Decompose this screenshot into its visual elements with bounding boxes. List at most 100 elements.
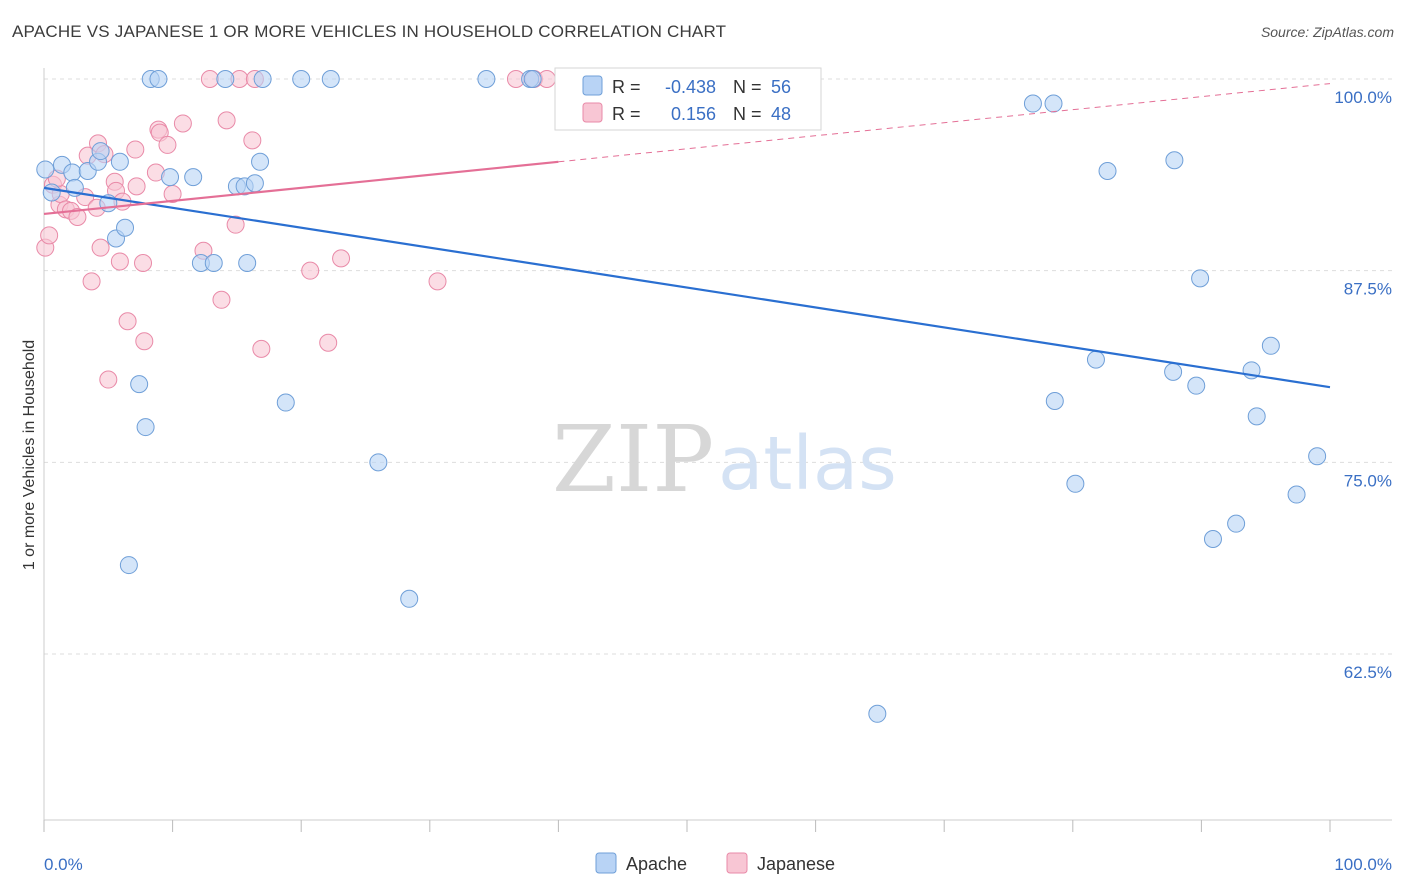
apache-point <box>868 704 887 723</box>
apache-point <box>400 589 419 608</box>
y-tick-label: 75.0% <box>1344 471 1392 490</box>
apache-point <box>292 70 311 88</box>
apache-point <box>369 453 388 472</box>
apache-point <box>36 160 55 179</box>
japanese-point <box>135 332 154 351</box>
japanese-point <box>82 272 101 291</box>
watermark-atlas: atlas <box>718 421 897 507</box>
bottom-legend-apache-swatch[interactable] <box>595 852 617 874</box>
apache-point <box>253 70 272 88</box>
apache-point <box>1203 530 1222 548</box>
japanese-point <box>99 370 118 389</box>
apache-point <box>42 183 61 202</box>
chart-title: APACHE VS JAPANESE 1 OR MORE VEHICLES IN… <box>12 22 727 41</box>
trendline-apache <box>43 186 1331 389</box>
apache-point <box>110 152 129 171</box>
apache-point <box>251 152 270 171</box>
legend-japanese-r-value: 0.156 <box>671 104 716 124</box>
japanese-point <box>91 238 110 257</box>
japanese-point <box>127 177 146 196</box>
apache-point <box>1287 485 1306 504</box>
trendlines <box>43 83 1331 389</box>
japanese-point <box>217 111 236 130</box>
y-axis-label: 1 or more Vehicles in Household <box>21 340 38 570</box>
japanese-point <box>126 140 145 159</box>
apache-point <box>136 418 155 437</box>
japanese-point <box>332 249 351 268</box>
series-japanese-points <box>36 70 556 389</box>
bottom-legend-apache-label[interactable]: Apache <box>626 854 687 874</box>
apache-point <box>1098 162 1117 180</box>
axes <box>43 68 1392 832</box>
apache-point <box>1086 350 1105 369</box>
trendline-japanese <box>43 160 559 216</box>
legend-japanese-n-value: 48 <box>771 104 791 124</box>
japanese-point <box>118 312 137 331</box>
apache-point <box>1044 94 1063 113</box>
series-apache-points <box>36 70 1327 723</box>
bottom-legend-japanese-swatch[interactable] <box>726 852 748 874</box>
apache-point <box>204 254 223 272</box>
apache-point <box>149 70 168 88</box>
japanese-point <box>301 261 320 280</box>
japanese-point <box>319 333 338 352</box>
y-tick-labels: 100.0% 87.5% 75.0% 62.5% <box>1334 88 1392 682</box>
x-tick-label: 100.0% <box>1334 855 1392 874</box>
legend: R = -0.438 N = 56 R = 0.156 N = 48 <box>554 67 822 131</box>
apache-point <box>321 70 340 88</box>
apache-point <box>1247 407 1266 426</box>
apache-point <box>1045 392 1064 410</box>
y-tick-label: 87.5% <box>1344 280 1392 299</box>
apache-point <box>523 70 542 88</box>
japanese-point <box>200 70 219 88</box>
legend-apache-n-label: N = <box>733 77 762 97</box>
apache-point <box>1187 376 1206 395</box>
japanese-point <box>68 208 87 226</box>
apache-point <box>216 70 235 88</box>
japanese-point <box>226 215 245 234</box>
apache-point <box>91 142 110 161</box>
series-legend: Apache Japanese <box>595 852 835 874</box>
japanese-point <box>173 114 192 133</box>
apache-point <box>116 218 135 237</box>
japanese-point <box>110 252 129 271</box>
apache-point <box>184 168 203 187</box>
apache-point <box>1261 336 1280 355</box>
y-tick-label: 62.5% <box>1344 663 1392 682</box>
japanese-point <box>212 290 231 309</box>
apache-point <box>276 393 295 412</box>
japanese-point <box>40 226 59 245</box>
watermark: ZIP atlas <box>552 406 897 513</box>
apache-point <box>238 254 257 272</box>
apache-point <box>1066 474 1085 493</box>
apache-point <box>161 168 180 187</box>
japanese-point <box>252 339 271 358</box>
japanese-point <box>428 272 447 291</box>
apache-point <box>63 163 82 182</box>
apache-point <box>130 375 149 394</box>
japanese-point <box>134 254 153 272</box>
apache-point <box>1308 447 1327 466</box>
legend-apache-r-label: R = <box>612 77 641 97</box>
legend-apache-n-value: 56 <box>771 77 791 97</box>
japanese-point <box>243 131 262 150</box>
bottom-legend-japanese-label[interactable]: Japanese <box>757 854 835 874</box>
apache-point <box>1165 151 1184 170</box>
apache-point <box>1023 94 1042 113</box>
legend-apache-swatch <box>582 75 603 96</box>
legend-apache-r-value: -0.438 <box>665 77 716 97</box>
legend-japanese-swatch <box>582 102 603 123</box>
apache-point <box>1164 362 1183 381</box>
apache-point <box>1191 269 1210 288</box>
apache-point <box>477 70 496 88</box>
apache-point <box>245 174 264 193</box>
watermark-zip: ZIP <box>552 406 714 513</box>
apache-point <box>1227 514 1246 533</box>
apache-point <box>119 556 138 575</box>
trendline-japanese-extrapolated <box>558 83 1331 163</box>
x-tick-label: 0.0% <box>44 855 83 874</box>
legend-japanese-r-label: R = <box>612 104 641 124</box>
chart-source: Source: ZipAtlas.com <box>1260 24 1394 40</box>
japanese-point <box>158 135 177 154</box>
